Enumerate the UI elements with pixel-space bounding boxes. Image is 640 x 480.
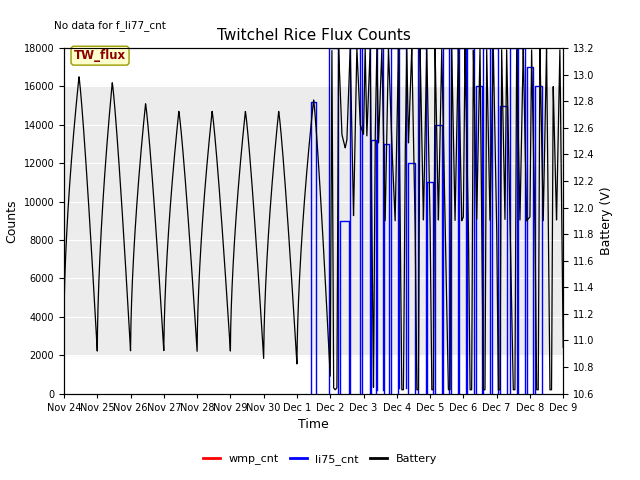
Legend: wmp_cnt, li75_cnt, Battery: wmp_cnt, li75_cnt, Battery	[198, 450, 442, 469]
Y-axis label: Counts: Counts	[5, 199, 18, 242]
X-axis label: Time: Time	[298, 418, 329, 431]
Title: Twitchel Rice Flux Counts: Twitchel Rice Flux Counts	[217, 28, 410, 43]
Bar	[64, 86, 563, 355]
Text: No data for f_li77_cnt: No data for f_li77_cnt	[54, 20, 166, 31]
Y-axis label: Battery (V): Battery (V)	[600, 187, 613, 255]
Text: TW_flux: TW_flux	[74, 49, 126, 62]
